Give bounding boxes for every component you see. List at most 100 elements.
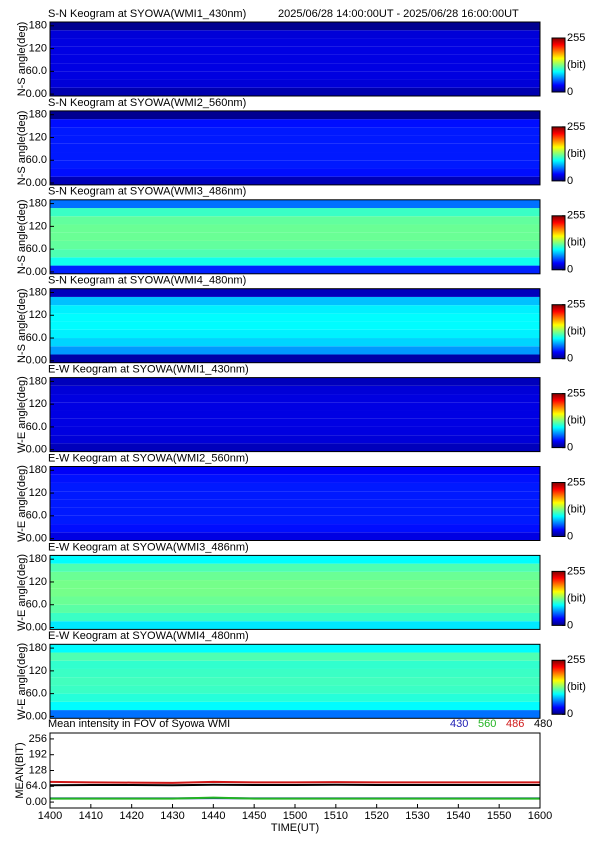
colorbar-tick-label: 255 bbox=[567, 654, 585, 666]
heatmap-cell bbox=[50, 386, 540, 394]
heatmap-cell bbox=[50, 702, 540, 710]
y-tick-label: 256 bbox=[29, 733, 47, 745]
heatmap-cell bbox=[50, 63, 540, 71]
panel-subtitle: 2025/06/28 14:00:00UT - 2025/06/28 16:00… bbox=[278, 8, 519, 20]
heatmap-cell bbox=[50, 233, 540, 241]
heatmap-cell bbox=[50, 71, 540, 79]
colorbar-tick-label: 255 bbox=[567, 388, 585, 400]
y-tick-label: 128 bbox=[29, 764, 47, 776]
data-line bbox=[50, 798, 540, 799]
heatmap-cell bbox=[50, 322, 540, 330]
heatmap-cell bbox=[50, 241, 540, 249]
colorbar-tick-label: 255 bbox=[567, 121, 585, 133]
x-tick-label: 1530 bbox=[405, 810, 429, 822]
heatmap-cell bbox=[50, 508, 540, 516]
panel-title: S-N Keogram at SYOWA(WMI1_430nm) bbox=[48, 8, 246, 20]
y-tick-label: 180 bbox=[29, 375, 47, 387]
panel-title: S-N Keogram at SYOWA(WMI2_560nm) bbox=[48, 97, 246, 109]
y-tick-label: 120 bbox=[29, 42, 47, 54]
y-tick-label: 0.00 bbox=[26, 621, 47, 633]
colorbar-tick-label: 255 bbox=[567, 565, 585, 577]
y-tick-label: 60.0 bbox=[26, 243, 47, 255]
colorbar-tick-label: 255 bbox=[567, 299, 585, 311]
heatmap-cell bbox=[50, 467, 540, 475]
colorbar-label: (bit) bbox=[567, 59, 586, 71]
heatmap-cell bbox=[50, 152, 540, 160]
x-tick-label: 1450 bbox=[242, 810, 266, 822]
y-axis-label: N-S angle(deg) bbox=[16, 200, 28, 275]
y-axis-label: W-E angle(deg) bbox=[16, 643, 28, 720]
y-tick-label: 180 bbox=[29, 642, 47, 654]
colorbar-tick-label: 255 bbox=[567, 32, 585, 44]
y-tick-label: 64.0 bbox=[26, 780, 47, 792]
panel-title: S-N Keogram at SYOWA(WMI4_480nm) bbox=[48, 275, 246, 287]
heatmap-cell bbox=[50, 88, 540, 96]
y-tick-label: 0.00 bbox=[26, 444, 47, 456]
colorbar bbox=[552, 660, 565, 714]
heatmap-cell bbox=[50, 119, 540, 127]
heatmap-cell bbox=[50, 532, 540, 540]
heatmap-cell bbox=[50, 55, 540, 63]
x-tick-label: 1520 bbox=[364, 810, 388, 822]
y-axis-label: MEAN(BIT) bbox=[14, 742, 26, 798]
y-tick-label: 180 bbox=[29, 464, 47, 476]
heatmap-cell bbox=[50, 661, 540, 669]
y-tick-label: 60.0 bbox=[26, 65, 47, 77]
heatmap-cell bbox=[50, 427, 540, 435]
colorbar-tick-label: 0 bbox=[567, 442, 573, 454]
heatmap-cell bbox=[50, 644, 540, 652]
colorbar-tick-label: 0 bbox=[567, 264, 573, 276]
heatmap-cell bbox=[50, 305, 540, 313]
colorbar-tick-label: 0 bbox=[567, 353, 573, 365]
heatmap-cell bbox=[50, 613, 540, 621]
heatmap-cell bbox=[50, 694, 540, 702]
heatmap-cell bbox=[50, 499, 540, 507]
heatmap-cell bbox=[50, 257, 540, 265]
heatmap-cell bbox=[50, 588, 540, 596]
heatmap-cell bbox=[50, 330, 540, 338]
heatmap-cell bbox=[50, 435, 540, 443]
heatmap-cell bbox=[50, 208, 540, 216]
heatmap-cell bbox=[50, 168, 540, 176]
heatmap-cell bbox=[50, 200, 540, 208]
y-axis-label: N-S angle(deg) bbox=[16, 111, 28, 186]
y-tick-label: 0.00 bbox=[26, 710, 47, 722]
heatmap-cell bbox=[50, 177, 540, 185]
heatmap-cell bbox=[50, 378, 540, 386]
heatmap-cell bbox=[50, 38, 540, 46]
colorbar bbox=[552, 483, 565, 537]
y-tick-label: 0.00 bbox=[26, 177, 47, 189]
colorbar-label: (bit) bbox=[567, 681, 586, 693]
y-tick-label: 120 bbox=[29, 131, 47, 143]
x-tick-label: 1540 bbox=[446, 810, 470, 822]
heatmap-cell bbox=[50, 136, 540, 144]
legend-entry: 480 bbox=[534, 718, 552, 730]
y-tick-label: 60.0 bbox=[26, 332, 47, 344]
heatmap-cell bbox=[50, 524, 540, 532]
colorbar-label: (bit) bbox=[567, 148, 586, 160]
heatmap-cell bbox=[50, 160, 540, 168]
heatmap-cell bbox=[50, 491, 540, 499]
heatmap-cell bbox=[50, 354, 540, 362]
heatmap-cell bbox=[50, 313, 540, 321]
heatmap-cell bbox=[50, 338, 540, 346]
legend-entry: 486 bbox=[506, 718, 524, 730]
legend-entry: 430 bbox=[450, 718, 468, 730]
colorbar bbox=[552, 38, 565, 92]
y-tick-label: 0.00 bbox=[26, 88, 47, 100]
heatmap-cell bbox=[50, 555, 540, 563]
heatmap-cell bbox=[50, 475, 540, 483]
panel-title: Mean intensity in FOV of Syowa WMI bbox=[48, 718, 230, 730]
y-tick-label: 120 bbox=[29, 665, 47, 677]
y-axis-label: W-E angle(deg) bbox=[16, 376, 28, 453]
y-tick-label: 120 bbox=[29, 220, 47, 232]
y-tick-label: 120 bbox=[29, 309, 47, 321]
heatmap-cell bbox=[50, 47, 540, 55]
y-axis-label: W-E angle(deg) bbox=[16, 465, 28, 542]
heatmap-cell bbox=[50, 144, 540, 152]
colorbar-label: (bit) bbox=[567, 326, 586, 338]
x-tick-label: 1600 bbox=[528, 810, 552, 822]
colorbar-tick-label: 0 bbox=[567, 175, 573, 187]
colorbar-tick-label: 0 bbox=[567, 619, 573, 631]
heatmap-cell bbox=[50, 580, 540, 588]
